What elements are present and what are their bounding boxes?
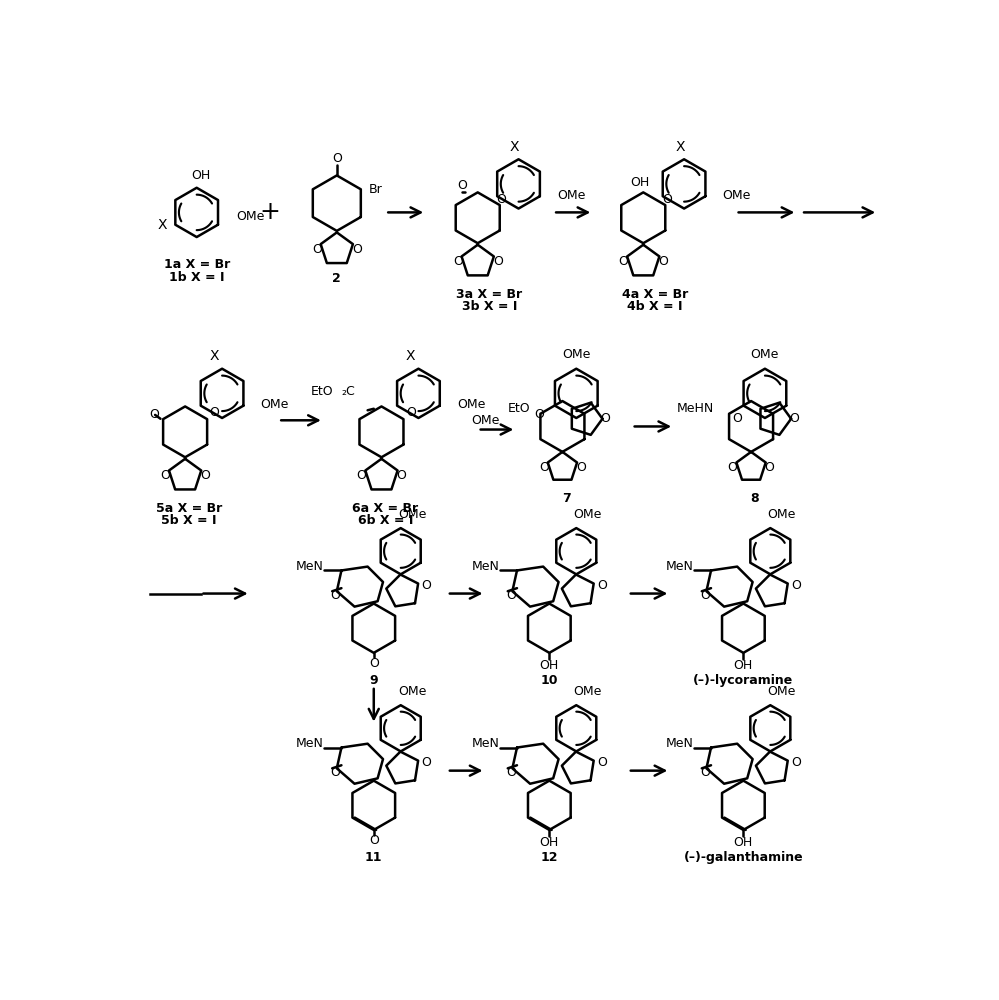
Text: 4a X = Br: 4a X = Br xyxy=(621,288,688,301)
Text: OMe: OMe xyxy=(237,210,265,223)
Text: 5b X = I: 5b X = I xyxy=(161,514,217,527)
Text: 1a X = Br: 1a X = Br xyxy=(164,258,230,271)
Text: MeN: MeN xyxy=(472,560,500,573)
Text: O: O xyxy=(700,589,710,602)
Text: O: O xyxy=(200,469,210,482)
Text: O: O xyxy=(576,461,585,474)
Text: O: O xyxy=(352,243,362,256)
Text: MeN: MeN xyxy=(296,737,324,750)
Text: O: O xyxy=(422,756,432,769)
Text: O: O xyxy=(791,579,800,592)
Text: X: X xyxy=(158,218,168,232)
Text: OMe: OMe xyxy=(398,685,427,698)
Text: 7: 7 xyxy=(561,492,570,505)
Text: O: O xyxy=(458,179,468,192)
Text: O: O xyxy=(422,579,432,592)
Text: MeHN: MeHN xyxy=(677,402,714,415)
Text: O: O xyxy=(331,766,341,779)
Text: OH: OH xyxy=(539,659,559,672)
Text: O: O xyxy=(596,756,606,769)
Text: 3b X = I: 3b X = I xyxy=(462,300,516,313)
Text: O: O xyxy=(618,255,628,268)
Text: 11: 11 xyxy=(365,851,383,864)
Text: OMe: OMe xyxy=(750,348,779,361)
Text: OMe: OMe xyxy=(457,398,486,411)
Text: MeN: MeN xyxy=(296,560,324,573)
Text: OMe: OMe xyxy=(573,508,602,521)
Text: O: O xyxy=(397,469,407,482)
Text: 10: 10 xyxy=(540,674,558,687)
Text: O: O xyxy=(732,412,742,425)
Text: O: O xyxy=(539,461,548,474)
Text: 1b X = I: 1b X = I xyxy=(169,271,225,284)
Text: X: X xyxy=(675,140,685,154)
Text: O: O xyxy=(369,834,379,847)
Text: O: O xyxy=(406,406,416,419)
Text: O: O xyxy=(369,657,379,670)
Text: ₂C: ₂C xyxy=(342,385,356,398)
Text: O: O xyxy=(357,469,367,482)
Text: 12: 12 xyxy=(540,851,558,864)
Text: O: O xyxy=(534,408,544,421)
Text: O: O xyxy=(331,589,341,602)
Text: O: O xyxy=(497,193,506,206)
Text: O: O xyxy=(764,461,774,474)
Text: O: O xyxy=(789,412,799,425)
Text: 3a X = Br: 3a X = Br xyxy=(457,288,522,301)
Text: (–)-lycoramine: (–)-lycoramine xyxy=(693,674,793,687)
Text: OMe: OMe xyxy=(398,508,427,521)
Text: OMe: OMe xyxy=(472,414,500,427)
Text: 2: 2 xyxy=(333,272,342,285)
Text: OMe: OMe xyxy=(767,508,796,521)
Text: O: O xyxy=(700,766,710,779)
Text: Br: Br xyxy=(369,183,383,196)
Text: O: O xyxy=(658,255,668,268)
Text: MeN: MeN xyxy=(472,737,500,750)
Text: O: O xyxy=(332,152,342,165)
Text: O: O xyxy=(505,589,515,602)
Text: MeN: MeN xyxy=(665,560,693,573)
Text: 4b X = I: 4b X = I xyxy=(627,300,682,313)
Text: O: O xyxy=(312,243,322,256)
Text: X: X xyxy=(406,349,416,363)
Text: EtO: EtO xyxy=(311,385,334,398)
Text: 6b X = I: 6b X = I xyxy=(358,514,413,527)
Text: OMe: OMe xyxy=(722,189,751,202)
Text: OH: OH xyxy=(733,659,753,672)
Text: O: O xyxy=(493,255,502,268)
Text: O: O xyxy=(453,255,463,268)
Text: O: O xyxy=(505,766,515,779)
Text: O: O xyxy=(596,579,606,592)
Text: X: X xyxy=(509,140,519,154)
Text: OMe: OMe xyxy=(767,685,796,698)
Text: (–)-galanthamine: (–)-galanthamine xyxy=(683,851,803,864)
Text: 9: 9 xyxy=(370,674,378,687)
Text: OMe: OMe xyxy=(261,398,289,411)
Text: 6a X = Br: 6a X = Br xyxy=(353,502,419,515)
Text: OMe: OMe xyxy=(557,189,585,202)
Text: O: O xyxy=(210,406,220,419)
Text: OMe: OMe xyxy=(562,348,590,361)
Text: X: X xyxy=(210,349,219,363)
Text: O: O xyxy=(662,193,672,206)
Text: OH: OH xyxy=(191,169,210,182)
Text: 8: 8 xyxy=(750,492,759,505)
Text: O: O xyxy=(150,408,159,421)
Text: O: O xyxy=(791,756,800,769)
Text: O: O xyxy=(160,469,170,482)
Text: 5a X = Br: 5a X = Br xyxy=(156,502,222,515)
Text: EtO: EtO xyxy=(507,402,530,415)
Text: MeN: MeN xyxy=(665,737,693,750)
Text: OMe: OMe xyxy=(573,685,602,698)
Text: O: O xyxy=(727,461,737,474)
Text: OH: OH xyxy=(733,836,753,849)
Text: O: O xyxy=(600,412,610,425)
Text: OH: OH xyxy=(629,176,649,189)
Text: OH: OH xyxy=(539,836,559,849)
Text: +: + xyxy=(260,200,281,224)
